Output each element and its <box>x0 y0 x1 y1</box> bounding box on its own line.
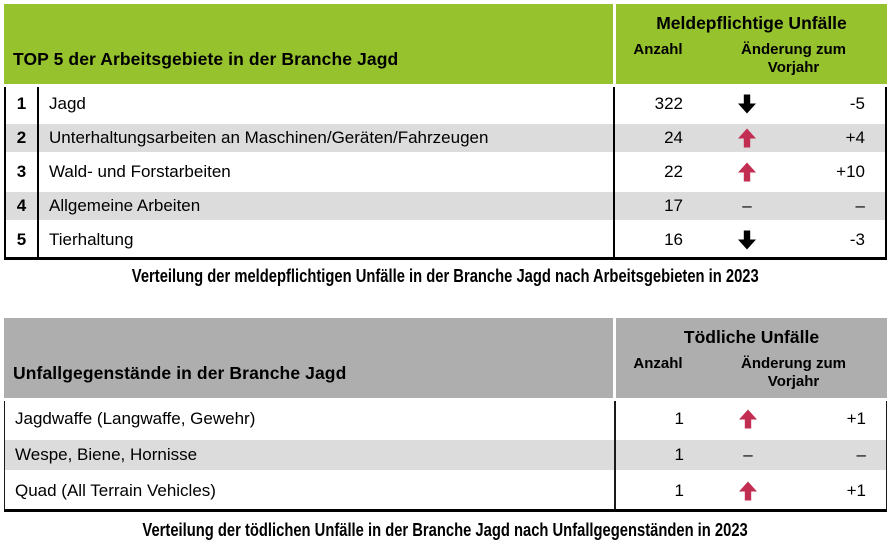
trend-up-icon <box>738 409 758 429</box>
rank-cell: 4 <box>6 189 39 223</box>
table-reportable-accidents: TOP 5 der Arbeitsgebiete in der Branche … <box>4 4 887 260</box>
table1-header-right: Meldepflichtige Unfälle Anzahl Änderung … <box>616 4 887 84</box>
table-row: 3 Wald- und Forstarbeiten 22 +10 <box>6 155 885 189</box>
change-value: +1 <box>846 481 866 500</box>
table-row: 5 Tierhaltung 16 -3 <box>6 223 885 257</box>
trend-down-icon <box>737 230 757 250</box>
rank-cell: 3 <box>6 155 39 189</box>
table2-caption: Verteilung der tödlichen Unfälle in der … <box>142 520 749 540</box>
table2-title: Unfallgegenstände in der Branche Jagd <box>13 363 347 383</box>
table-row: 4 Allgemeine Arbeiten 17 – – <box>6 189 885 223</box>
numbers-section: 22 +10 <box>613 155 885 189</box>
trend-cell: – <box>698 445 798 465</box>
numbers-section: 1 +1 <box>614 401 886 437</box>
trend-cell <box>698 481 798 501</box>
table2-group-header: Tödliche Unfälle <box>683 327 820 347</box>
trend-up-icon <box>737 162 757 182</box>
count-value: 24 <box>664 128 683 147</box>
numbers-section: 1 +1 <box>614 473 886 509</box>
trend-cell <box>697 94 797 114</box>
accident-object-label: Wespe, Biene, Hornisse <box>15 445 198 464</box>
rank-cell: 1 <box>6 87 39 121</box>
count-value: 1 <box>674 481 684 500</box>
table2-header-right: Tödliche Unfälle Anzahl Änderung zum Vor… <box>616 318 887 398</box>
trend-none-dash: – <box>742 196 752 215</box>
column-header-anzahl: Anzahl <box>633 355 683 372</box>
change-value: -3 <box>849 230 865 249</box>
column-header-anzahl: Anzahl <box>633 41 683 58</box>
work-area-label: Wald- und Forstarbeiten <box>49 162 231 181</box>
table-row: 1 Jagd 322 -5 <box>6 87 885 121</box>
table1-subheaders: Anzahl Änderung zum Vorjahr <box>616 41 887 78</box>
work-area-label: Allgemeine Arbeiten <box>49 196 201 215</box>
table-row: 2 Unterhaltungsarbeiten an Maschinen/Ger… <box>6 121 885 155</box>
numbers-section: 17 – – <box>613 189 885 223</box>
count-value: 1 <box>674 445 684 464</box>
table1-caption: Verteilung der meldepflichtigen Unfälle … <box>132 266 759 286</box>
rank-cell: 5 <box>6 223 39 257</box>
trend-none-dash: – <box>743 445 753 464</box>
table1-title: TOP 5 der Arbeitsgebiete in der Branche … <box>13 49 399 69</box>
count-value: 17 <box>664 196 683 215</box>
trend-down-icon <box>737 94 757 114</box>
trend-cell <box>697 230 797 250</box>
trend-up-icon <box>737 128 757 148</box>
table1-header: TOP 5 der Arbeitsgebiete in der Branche … <box>4 4 887 84</box>
work-area-label: Jagd <box>49 94 86 113</box>
table2-subheaders: Anzahl Änderung zum Vorjahr <box>616 355 887 392</box>
table1-body: 1 Jagd 322 -5 2 Unterhaltungsa <box>4 87 887 260</box>
change-value: – <box>855 196 865 215</box>
table-fatal-accidents: Unfallgegenstände in der Branche Jagd Tö… <box>4 318 887 512</box>
table-row: Quad (All Terrain Vehicles) 1 +1 <box>5 473 886 509</box>
table-row: Jagdwaffe (Langwaffe, Gewehr) 1 +1 <box>5 401 886 437</box>
table2-header: Unfallgegenstände in der Branche Jagd Tö… <box>4 318 887 398</box>
count-value: 22 <box>664 162 683 181</box>
change-value: – <box>856 445 866 464</box>
count-value: 1 <box>674 409 684 428</box>
change-value: +10 <box>836 162 865 181</box>
numbers-section: 16 -3 <box>613 223 885 257</box>
trend-cell: – <box>697 196 797 216</box>
numbers-section: 322 -5 <box>613 87 885 121</box>
trend-cell <box>697 162 797 182</box>
count-value: 16 <box>664 230 683 249</box>
column-header-change: Änderung zum Vorjahr <box>741 41 846 77</box>
trend-up-icon <box>738 481 758 501</box>
work-area-label: Tierhaltung <box>49 230 134 249</box>
column-header-change: Änderung zum Vorjahr <box>741 355 846 391</box>
table2-body: Jagdwaffe (Langwaffe, Gewehr) 1 +1 Wes <box>4 401 887 512</box>
accident-object-label: Quad (All Terrain Vehicles) <box>15 481 216 500</box>
header-divider <box>613 318 616 398</box>
numbers-section: 1 – – <box>614 437 886 473</box>
change-value: +4 <box>845 128 865 147</box>
numbers-section: 24 +4 <box>613 121 885 155</box>
table1-group-header: Meldepflichtige Unfälle <box>656 13 847 33</box>
change-value: -5 <box>849 94 865 113</box>
header-divider <box>613 4 616 84</box>
trend-cell <box>697 128 797 148</box>
accident-object-label: Jagdwaffe (Langwaffe, Gewehr) <box>15 409 256 428</box>
rank-cell: 2 <box>6 121 39 155</box>
work-area-label: Unterhaltungsarbeiten an Maschinen/Gerät… <box>49 128 489 147</box>
count-value: 322 <box>654 94 683 113</box>
change-value: +1 <box>846 409 866 428</box>
table-row: Wespe, Biene, Hornisse 1 – – <box>5 437 886 473</box>
trend-cell <box>698 409 798 429</box>
